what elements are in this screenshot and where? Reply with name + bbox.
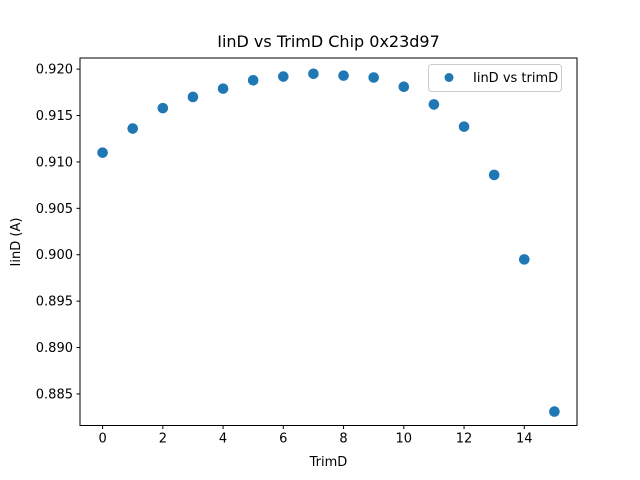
- scatter-point: [187, 91, 199, 103]
- scatter-series: [97, 68, 560, 417]
- x-tick-label: 4: [219, 432, 227, 447]
- axes: 0 2 4 6 8 10 12 14 0.885 0.890 0.895 0.900 0.905 0.91…: [36, 57, 578, 447]
- scatter-point: [157, 102, 169, 114]
- scatter-point: [97, 147, 108, 158]
- plot-border: [79, 57, 578, 426]
- x-tick-label: 2: [159, 432, 167, 447]
- scatter-point: [247, 74, 259, 86]
- x-tick-label: 6: [279, 432, 287, 447]
- scatter-point: [398, 81, 410, 93]
- y-tick-label: 0.910: [36, 155, 73, 170]
- y-tick-label: 0.900: [36, 248, 73, 263]
- scatter-point: [488, 169, 500, 181]
- scatter-point: [458, 121, 470, 132]
- y-axis-label: IinD (A): [9, 218, 24, 267]
- legend: IinD vs trimD: [428, 64, 562, 92]
- scatter-point: [278, 71, 289, 82]
- x-axis-label: TrimD: [309, 455, 348, 470]
- x-tick-label: 8: [339, 432, 347, 447]
- scatter-point: [368, 72, 379, 83]
- scatter-point: [549, 406, 560, 417]
- y-tick-label: 0.895: [36, 295, 73, 310]
- legend-box: [428, 64, 562, 92]
- scatter-point: [217, 83, 229, 94]
- scatter-point: [127, 123, 139, 134]
- y-tick-label: 0.915: [36, 109, 73, 124]
- y-tick-label: 0.905: [36, 202, 73, 217]
- scatter-point: [338, 70, 349, 81]
- legend-label: IinD vs trimD: [473, 71, 558, 86]
- x-tick-label: 12: [456, 432, 473, 447]
- y-tick-label: 0.890: [36, 341, 73, 356]
- scatter-point: [518, 254, 530, 265]
- legend-marker-icon: [444, 73, 454, 82]
- y-tick-label: 0.885: [36, 387, 73, 402]
- x-tick-label: 14: [516, 432, 533, 447]
- scatter-point: [308, 68, 319, 80]
- chart-title: IinD vs TrimD Chip 0x23d97: [217, 32, 440, 51]
- scatter-point: [428, 99, 440, 110]
- x-tick-label: 10: [396, 432, 413, 447]
- y-tick-label: 0.920: [36, 63, 73, 78]
- x-tick-label: 0: [98, 432, 106, 447]
